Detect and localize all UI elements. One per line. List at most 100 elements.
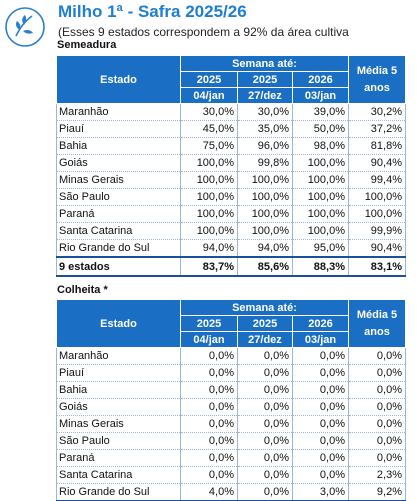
week-value-cell: 95,0% [292, 239, 349, 258]
state-name-cell: Maranhão [56, 103, 181, 121]
week-value-cell: 100,0% [237, 205, 293, 223]
week-value-cell: 100,0% [180, 171, 238, 189]
state-name-cell: Piauí [56, 364, 181, 382]
total-row: 9 estados 83,7% 85,6% 88,3% 83,1% [56, 256, 406, 277]
page-header: Milho 1ª - Safra 2025/26 (Esses 9 estado… [0, 0, 419, 50]
media-value-cell: 90,4% [348, 154, 406, 172]
media-value-cell: 37,2% [348, 120, 406, 138]
week-value-cell: 50,0% [292, 120, 349, 138]
state-name-cell: Piauí [56, 120, 181, 138]
week-value-cell: 0,0% [180, 415, 238, 433]
week-value-cell: 100,0% [292, 222, 349, 240]
week-value-cell: 100,0% [292, 205, 349, 223]
week-value-cell: 100,0% [180, 188, 238, 206]
state-name-cell: Minas Gerais [56, 171, 181, 189]
column-header-year: 2025 [237, 71, 293, 88]
week-value-cell: 99,8% [237, 154, 293, 172]
state-name-cell: Bahia [56, 137, 181, 155]
column-header-date: 27/dez [237, 87, 293, 104]
state-name-cell: Santa Catarina [56, 466, 181, 484]
table-row: Paraná 100,0% 100,0% 100,0% 100,0% [56, 205, 406, 223]
column-header-estado: Estado [56, 299, 181, 348]
state-name-cell: São Paulo [56, 188, 181, 206]
week-value-cell: 100,0% [292, 171, 349, 189]
table-row: Piauí 0,0% 0,0% 0,0% 0,0% [56, 364, 406, 382]
state-name-cell: Minas Gerais [56, 415, 181, 433]
week-value-cell: 0,0% [180, 432, 238, 450]
media-value-cell: 0,0% [348, 347, 406, 365]
table-row: Minas Gerais 0,0% 0,0% 0,0% 0,0% [56, 415, 406, 433]
table-row: Goiás 100,0% 99,8% 100,0% 90,4% [56, 154, 406, 172]
week-value-cell: 0,0% [292, 381, 349, 399]
week-value-cell: 94,0% [237, 239, 293, 258]
column-header-year: 2026 [292, 315, 349, 332]
state-name-cell: Rio Grande do Sul [56, 239, 181, 258]
week-value-cell: 0,0% [292, 466, 349, 484]
media-value-cell: 99,9% [348, 222, 406, 240]
week-value-cell: 75,0% [180, 137, 238, 155]
week-value-cell: 0,0% [237, 432, 293, 450]
column-header-year: 2025 [180, 71, 238, 88]
media-value-cell: 99,4% [348, 171, 406, 189]
week-value-cell: 0,0% [237, 364, 293, 382]
media-value-cell: 83,1% [348, 256, 406, 277]
state-name-cell: Bahia [56, 381, 181, 399]
column-header-date: 03/jan [292, 331, 349, 348]
media-value-cell: 0,0% [348, 415, 406, 433]
week-value-cell: 0,0% [292, 347, 349, 365]
week-value-cell: 4,0% [180, 483, 238, 501]
section-label-colheita: Colheita * [57, 284, 108, 296]
column-header-media: Média 5 anos [348, 299, 406, 348]
table-row: Maranhão 0,0% 0,0% 0,0% 0,0% [56, 347, 406, 365]
table-row: Rio Grande do Sul 4,0% 0,0% 3,0% 9,2% [56, 483, 406, 501]
conab-logo-icon [5, 7, 45, 47]
week-value-cell: 100,0% [180, 222, 238, 240]
week-value-cell: 94,0% [180, 239, 238, 258]
column-header-date: 04/jan [180, 87, 238, 104]
state-name-cell: 9 estados [56, 256, 181, 277]
week-value-cell: 100,0% [237, 188, 293, 206]
column-header-media: Média 5 anos [348, 55, 406, 104]
week-value-cell: 100,0% [180, 154, 238, 172]
media-value-cell: 0,0% [348, 398, 406, 416]
state-name-cell: Santa Catarina [56, 222, 181, 240]
column-header-year: 2025 [237, 315, 293, 332]
state-name-cell: Paraná [56, 449, 181, 467]
week-value-cell: 0,0% [180, 347, 238, 365]
column-header-date: 27/dez [237, 331, 293, 348]
column-header-semana: Semana até: [180, 299, 349, 316]
page-title: Milho 1ª - Safra 2025/26 [58, 2, 247, 21]
week-value-cell: 0,0% [237, 415, 293, 433]
week-value-cell: 100,0% [292, 188, 349, 206]
week-value-cell: 85,6% [237, 256, 293, 277]
week-value-cell: 0,0% [292, 415, 349, 433]
week-value-cell: 0,0% [292, 364, 349, 382]
week-value-cell: 30,0% [237, 103, 293, 121]
week-value-cell: 100,0% [237, 222, 293, 240]
table-row: Minas Gerais 100,0% 100,0% 100,0% 99,4% [56, 171, 406, 189]
week-value-cell: 100,0% [180, 205, 238, 223]
colheita-table: Estado Semana até: Média 5 anos 2025 202… [56, 299, 406, 501]
media-value-cell: 81,8% [348, 137, 406, 155]
media-value-cell: 0,0% [348, 364, 406, 382]
state-name-cell: São Paulo [56, 432, 181, 450]
media-value-cell: 0,0% [348, 432, 406, 450]
state-name-cell: Goiás [56, 154, 181, 172]
table-row: São Paulo 100,0% 100,0% 100,0% 100,0% [56, 188, 406, 206]
section-label-semeadura: Semeadura [57, 39, 117, 51]
column-header-date: 04/jan [180, 331, 238, 348]
column-header-semana: Semana até: [180, 55, 349, 72]
week-value-cell: 0,0% [237, 466, 293, 484]
table-row: São Paulo 0,0% 0,0% 0,0% 0,0% [56, 432, 406, 450]
page-subtitle: (Esses 9 estados correspondem a 92% da á… [58, 25, 349, 39]
table-row: Paraná 0,0% 0,0% 0,0% 0,0% [56, 449, 406, 467]
column-header-year: 2026 [292, 71, 349, 88]
table-row: Bahia 75,0% 96,0% 98,0% 81,8% [56, 137, 406, 155]
column-header-date: 03/jan [292, 87, 349, 104]
week-value-cell: 0,0% [237, 381, 293, 399]
state-name-cell: Paraná [56, 205, 181, 223]
week-value-cell: 0,0% [292, 449, 349, 467]
table-row: Bahia 0,0% 0,0% 0,0% 0,0% [56, 381, 406, 399]
media-value-cell: 90,4% [348, 239, 406, 258]
week-value-cell: 0,0% [292, 432, 349, 450]
